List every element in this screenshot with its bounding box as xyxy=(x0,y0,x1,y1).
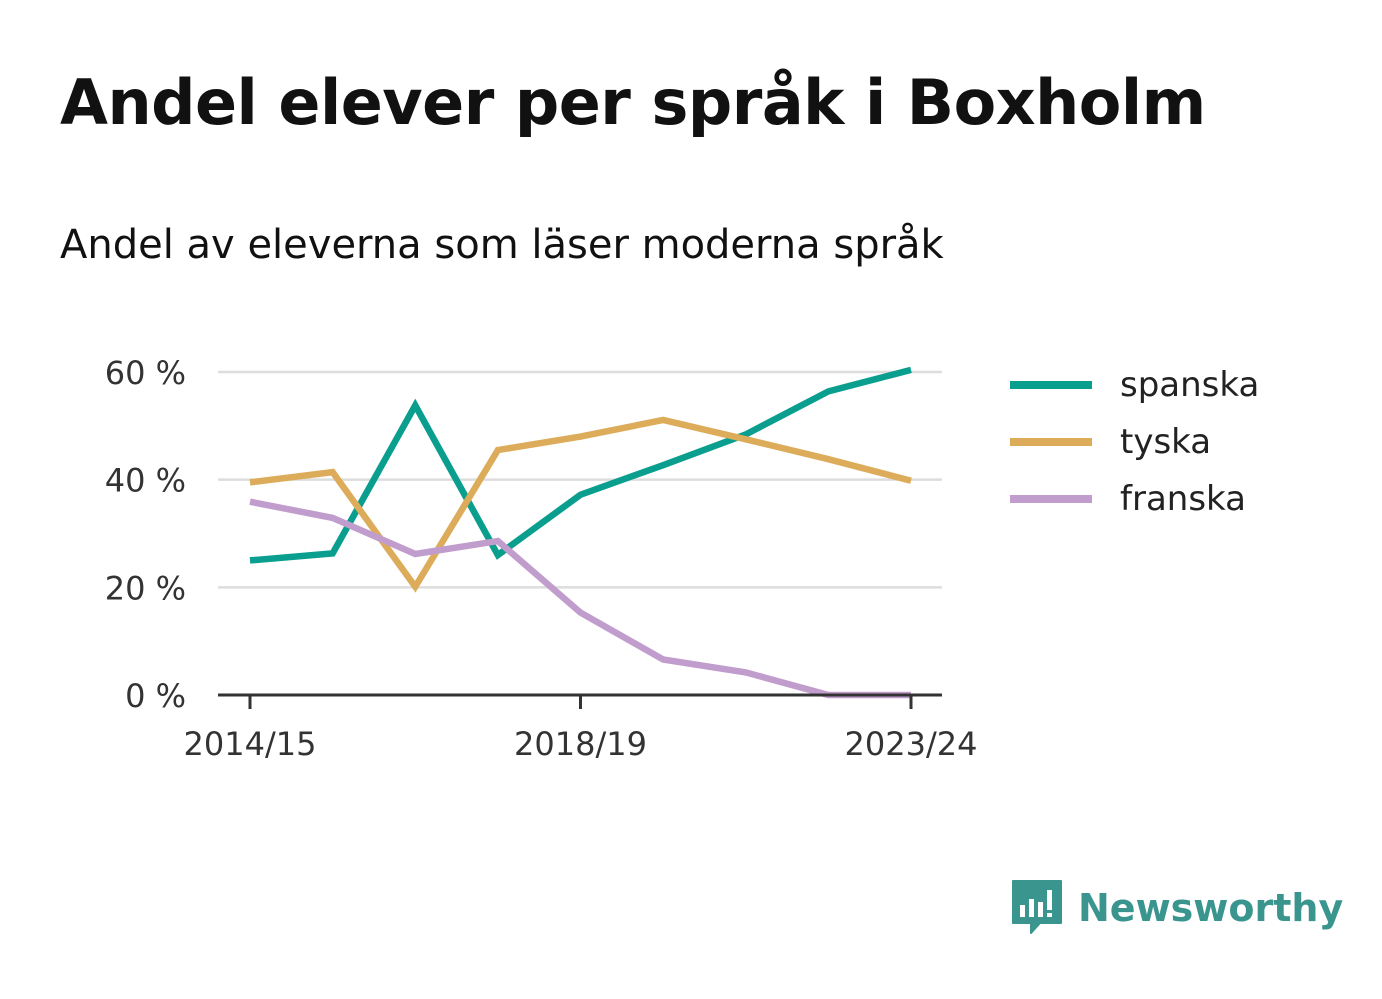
x-tick-label: 2023/24 xyxy=(845,725,978,763)
y-tick-label: 0 % xyxy=(125,677,186,715)
x-tick-label: 2018/19 xyxy=(514,725,647,763)
legend-item-spanska: spanska xyxy=(1010,356,1259,413)
newsworthy-logo-icon xyxy=(1012,880,1062,934)
chart-title: Andel elever per språk i Boxholm xyxy=(60,66,1206,139)
legend-item-tyska: tyska xyxy=(1010,413,1259,470)
chart-subtitle: Andel av eleverna som läser moderna språ… xyxy=(60,222,944,268)
series-line-spanska xyxy=(249,366,912,564)
legend-swatch xyxy=(1010,494,1092,503)
legend-swatch xyxy=(1010,380,1092,389)
chart-legend: spanska tyska franska xyxy=(1010,356,1259,527)
legend-item-franska: franska xyxy=(1010,470,1259,527)
legend-label: tyska xyxy=(1120,421,1212,462)
y-tick-label: 60 % xyxy=(105,354,186,392)
series-line-franska xyxy=(249,498,911,699)
legend-label: franska xyxy=(1120,478,1246,519)
y-tick-label: 40 % xyxy=(105,462,186,500)
x-tick-label: 2014/15 xyxy=(184,725,317,763)
brand-name: Newsworthy xyxy=(1078,886,1344,930)
y-tick-label: 20 % xyxy=(105,569,186,607)
legend-swatch xyxy=(1010,437,1092,446)
legend-label: spanska xyxy=(1120,364,1260,405)
brand-logo: Newsworthy xyxy=(1010,878,1343,938)
series-line-tyska xyxy=(249,416,912,593)
